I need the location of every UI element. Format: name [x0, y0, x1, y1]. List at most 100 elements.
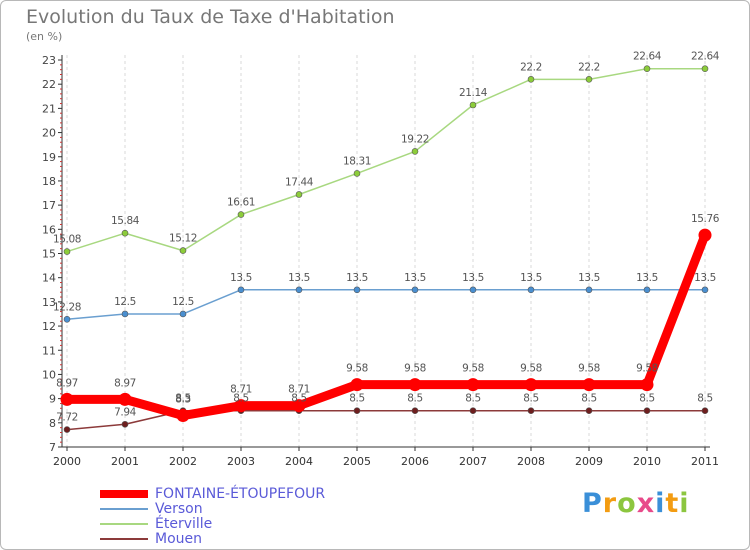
data-point-verson [469, 286, 477, 294]
data-point-verson [353, 286, 361, 294]
x-tick-label: 2001 [111, 455, 139, 468]
legend-item: Mouen [100, 532, 400, 547]
data-point-verson [701, 286, 709, 294]
data-label-fontaine-etoupefour: 9.58 [520, 363, 542, 375]
data-point-fontaine-etoupefour [350, 378, 364, 392]
data-point-fontaine-etoupefour [176, 409, 190, 423]
data-label-eterville: 22.64 [633, 51, 662, 63]
data-label-verson: 13.5 [404, 272, 426, 284]
y-tick-label: 17 [42, 199, 56, 212]
data-point-fontaine-etoupefour [582, 378, 596, 392]
data-point-eterville [353, 170, 361, 177]
x-tick-label: 2010 [633, 455, 661, 468]
data-point-fontaine-etoupefour [292, 399, 306, 413]
y-tick-label: 9 [49, 393, 56, 406]
data-label-eterville: 15.08 [53, 234, 81, 246]
data-point-verson [237, 286, 245, 294]
data-label-eterville: 22.2 [520, 61, 542, 73]
data-label-eterville: 16.61 [227, 197, 255, 209]
data-point-verson [527, 286, 535, 294]
data-label-fontaine-etoupefour: 9.58 [636, 363, 658, 375]
data-label-verson: 12.5 [114, 296, 136, 308]
y-tick-label: 13 [42, 296, 56, 309]
data-label-eterville: 19.22 [401, 133, 429, 145]
data-label-mouen: 8.5 [523, 393, 539, 405]
data-label-fontaine-etoupefour: 15.76 [691, 213, 720, 225]
data-point-fontaine-etoupefour [118, 392, 132, 406]
legend-label: Verson [155, 501, 203, 517]
data-point-verson [63, 315, 71, 323]
logo-letter: x [636, 488, 656, 519]
series-line-verson [66, 289, 706, 321]
data-label-verson: 13.5 [288, 272, 310, 284]
data-label-fontaine-etoupefour: 9.58 [404, 363, 426, 375]
data-point-fontaine-etoupefour [640, 378, 654, 392]
logo-letter: P [582, 488, 603, 519]
data-label-mouen: 8.5 [349, 393, 365, 405]
data-point-eterville [585, 76, 593, 83]
data-point-mouen [585, 407, 593, 415]
data-label-fontaine-etoupefour: 8.3 [175, 394, 191, 406]
data-label-mouen: 8.5 [175, 393, 191, 405]
x-tick-label: 2000 [53, 455, 81, 468]
data-label-eterville: 15.84 [111, 215, 140, 227]
data-label-mouen: 8.5 [407, 393, 423, 405]
x-tick-label: 2009 [575, 455, 603, 468]
data-point-eterville [121, 229, 129, 237]
data-label-mouen: 7.94 [114, 406, 136, 418]
legend-swatch [100, 508, 148, 510]
x-tick-label: 2011 [691, 455, 719, 468]
data-point-fontaine-etoupefour [524, 378, 538, 392]
data-point-verson [643, 286, 651, 294]
data-label-fontaine-etoupefour: 9.58 [346, 363, 368, 375]
y-tick-label: 12 [42, 320, 56, 333]
legend-item: Éterville [100, 517, 400, 532]
legend-swatch [100, 538, 148, 540]
x-tick-label: 2007 [459, 455, 487, 468]
legend-label: FONTAINE-ÉTOUPEFOUR [155, 486, 326, 502]
legend-label: Mouen [155, 531, 203, 547]
data-label-fontaine-etoupefour: 9.58 [462, 363, 484, 375]
x-tick-label: 2003 [227, 455, 255, 468]
legend-item: Verson [100, 502, 400, 517]
legend-swatch [100, 490, 148, 498]
data-point-eterville [643, 65, 651, 73]
data-label-mouen: 8.5 [581, 393, 597, 405]
legend-swatch [100, 523, 148, 525]
data-label-eterville: 22.2 [578, 61, 600, 73]
data-point-mouen [701, 407, 709, 415]
y-tick-label: 19 [42, 151, 56, 164]
chart-title: Evolution du Taux de Taxe d'Habitation [26, 6, 395, 28]
legend-label: Éterville [155, 516, 213, 532]
x-tick-label: 2006 [401, 455, 429, 468]
data-point-eterville [179, 247, 187, 254]
data-label-verson: 13.5 [346, 272, 368, 284]
data-label-mouen: 8.5 [639, 393, 655, 405]
data-point-mouen [63, 426, 71, 433]
data-label-verson: 13.5 [636, 272, 658, 284]
data-label-verson: 13.5 [462, 272, 484, 284]
data-label-fontaine-etoupefour: 8.97 [114, 377, 136, 389]
data-point-mouen [527, 407, 535, 415]
data-point-eterville [411, 148, 419, 155]
data-point-eterville [701, 65, 709, 73]
data-label-verson: 13.5 [230, 272, 252, 284]
logo-letter: r [602, 488, 618, 519]
data-point-eterville [237, 211, 245, 218]
data-point-mouen [353, 407, 361, 415]
data-point-eterville [469, 101, 477, 109]
data-label-verson: 13.5 [694, 272, 716, 284]
data-label-mouen: 7.72 [56, 412, 78, 424]
data-label-verson: 12.5 [172, 296, 194, 308]
data-point-verson [585, 286, 593, 294]
data-label-verson: 13.5 [578, 272, 600, 284]
data-label-eterville: 15.12 [169, 233, 197, 245]
legend-item: FONTAINE-ÉTOUPEFOUR [100, 487, 400, 502]
data-point-eterville [63, 248, 71, 255]
logo-letter: i [655, 488, 666, 519]
y-tick-label: 14 [42, 272, 56, 285]
data-label-mouen: 8.5 [291, 393, 307, 405]
y-tick-label: 7 [49, 441, 56, 454]
data-label-eterville: 17.44 [285, 176, 314, 188]
